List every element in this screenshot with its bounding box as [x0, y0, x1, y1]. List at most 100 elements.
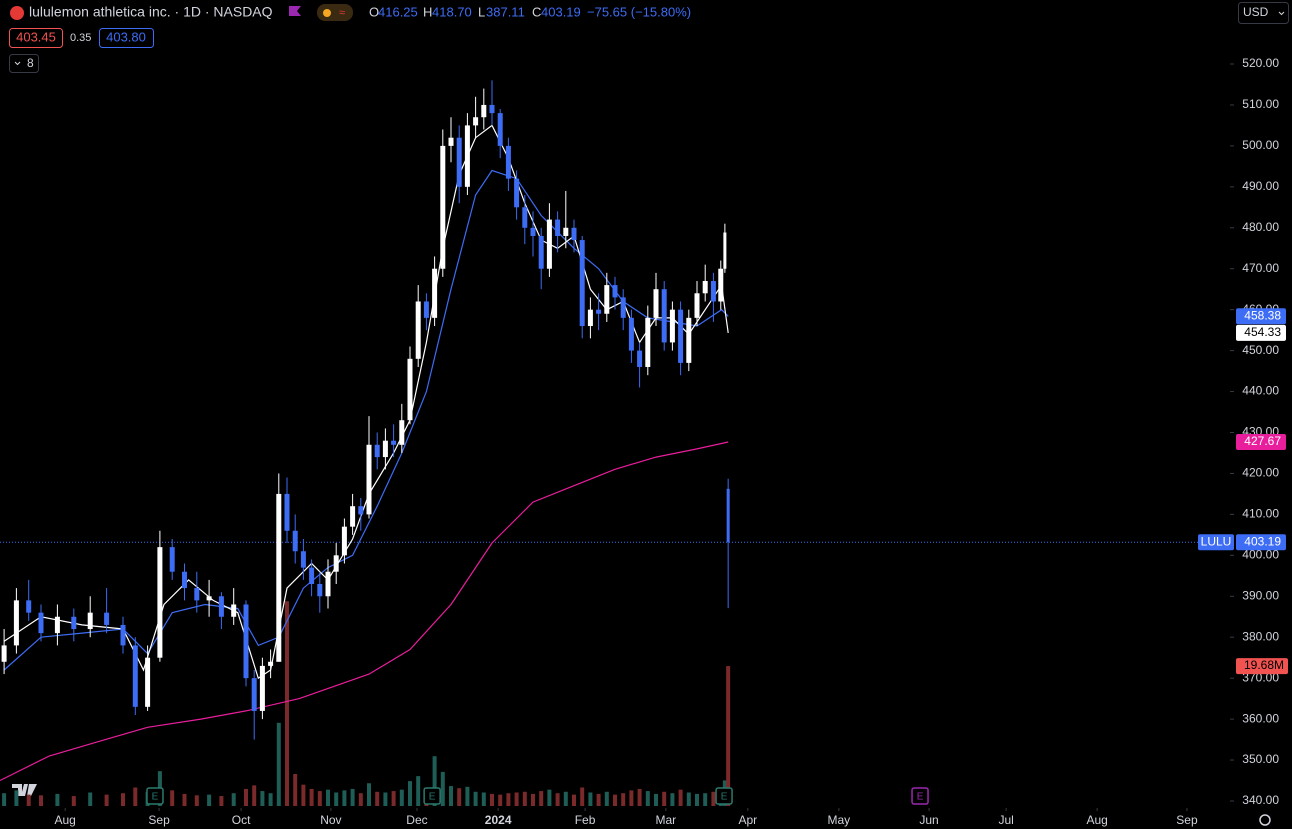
candle-body: [341, 526, 347, 556]
volume-bar: [358, 793, 363, 806]
candle-body: [546, 219, 552, 269]
candle-body: [612, 285, 618, 298]
volume-bar: [686, 792, 691, 806]
candle-body: [71, 616, 77, 630]
candle-body: [218, 596, 224, 617]
sun-icon: [323, 9, 331, 17]
ask-box[interactable]: [99, 28, 154, 48]
candle-body: [497, 113, 503, 146]
volume-bar: [416, 776, 421, 806]
candle-body: [678, 309, 684, 363]
volume-bar: [219, 796, 224, 806]
volume-bar: [170, 790, 175, 806]
volume-bar: [375, 791, 380, 806]
event-label: E: [721, 792, 728, 803]
ask[interactable]: 403.80: [106, 29, 146, 44]
candle-body: [268, 661, 274, 666]
candle-body: [555, 219, 561, 236]
candle-body: [259, 665, 265, 711]
ohlc-value: 418.70: [432, 4, 472, 19]
candle-body: [669, 309, 675, 343]
candle-body: [628, 317, 634, 351]
volume-bar: [71, 796, 76, 806]
volume-bar: [522, 791, 527, 806]
volume-bar: [350, 788, 355, 806]
volume-bar: [481, 792, 486, 806]
candle-body: [645, 317, 651, 367]
y-tick-label: 350.00: [1242, 752, 1279, 766]
volume-bar: [604, 791, 609, 806]
volume-bar: [678, 789, 683, 806]
volume-tag: 19.68M: [1244, 658, 1284, 672]
ohlc-label: O: [369, 4, 379, 19]
candle-body: [579, 240, 585, 327]
candle-body: [374, 444, 380, 458]
chevron: [14, 61, 21, 66]
volume-bar: [285, 601, 289, 806]
candle-body: [571, 227, 577, 241]
y-tick-label: 510.00: [1242, 97, 1279, 111]
candle-body: [538, 235, 544, 269]
volume-bar: [121, 793, 125, 806]
ohlc-label: L: [478, 4, 485, 19]
ohlc-value: 416.25: [378, 4, 418, 19]
volume-bar: [408, 781, 412, 806]
candle-body: [661, 289, 667, 343]
currency[interactable]: USD: [1243, 5, 1269, 19]
volume-bar: [268, 793, 273, 806]
candle-body: [530, 227, 536, 236]
settings-icon[interactable]: [1259, 814, 1271, 826]
candle-body: [505, 145, 511, 179]
volume-bar: [2, 793, 7, 806]
volume-bar: [490, 793, 494, 806]
candle-body: [710, 281, 716, 302]
event-marker: [423, 787, 441, 805]
y-tick-label: 400.00: [1242, 548, 1279, 562]
volume-bar: [367, 783, 371, 806]
y-tick-label: 450.00: [1242, 343, 1279, 357]
indicator-count[interactable]: 8: [27, 56, 34, 70]
currency-select[interactable]: [1238, 2, 1289, 24]
volume-bar: [498, 794, 503, 806]
ma-price-tag-bg: [1236, 308, 1286, 325]
volume-bar: [613, 794, 617, 806]
candle-body: [448, 137, 454, 146]
candle-body: [464, 125, 470, 187]
volume-bar: [695, 793, 699, 806]
ma-price-tag: 427.67: [1244, 434, 1281, 448]
bid-box[interactable]: [9, 28, 63, 48]
volume-bar: [293, 774, 298, 806]
event-marker: [146, 787, 164, 805]
candle-body: [563, 227, 569, 236]
wave-icon: ≈: [339, 7, 345, 19]
volume-bar: [342, 790, 347, 806]
candle-body: [604, 285, 610, 314]
volume-bar: [654, 793, 658, 806]
ma-line: [3, 169, 729, 671]
y-tick-label: 340.00: [1242, 793, 1279, 807]
spread: 0.35: [70, 32, 91, 44]
bid[interactable]: 403.45: [16, 29, 56, 44]
volume-bar: [133, 787, 138, 806]
x-tick-label: Mar: [656, 813, 677, 827]
volume-bar: [457, 788, 462, 806]
volume-bar: [88, 792, 93, 806]
y-tick-label: 360.00: [1242, 711, 1279, 725]
volume-bar: [231, 793, 236, 806]
indicators-toggle[interactable]: [9, 54, 39, 73]
volume-bar: [309, 788, 314, 806]
x-tick-label: Aug: [1086, 813, 1107, 827]
volume-bar: [596, 793, 601, 806]
ohlc-label: C: [532, 4, 541, 19]
candle-body: [243, 604, 249, 679]
candle-body: [317, 583, 323, 597]
y-tick-label: 420.00: [1242, 466, 1279, 480]
volume-bar: [334, 792, 339, 806]
candle-body: [87, 612, 93, 630]
x-tick-label: Feb: [575, 813, 596, 827]
y-tick-label: 520.00: [1242, 56, 1279, 70]
candle-body: [276, 493, 282, 662]
candle-body: [194, 588, 200, 601]
session-icon: [317, 4, 353, 21]
symbol-tag: LULU: [1201, 534, 1232, 548]
